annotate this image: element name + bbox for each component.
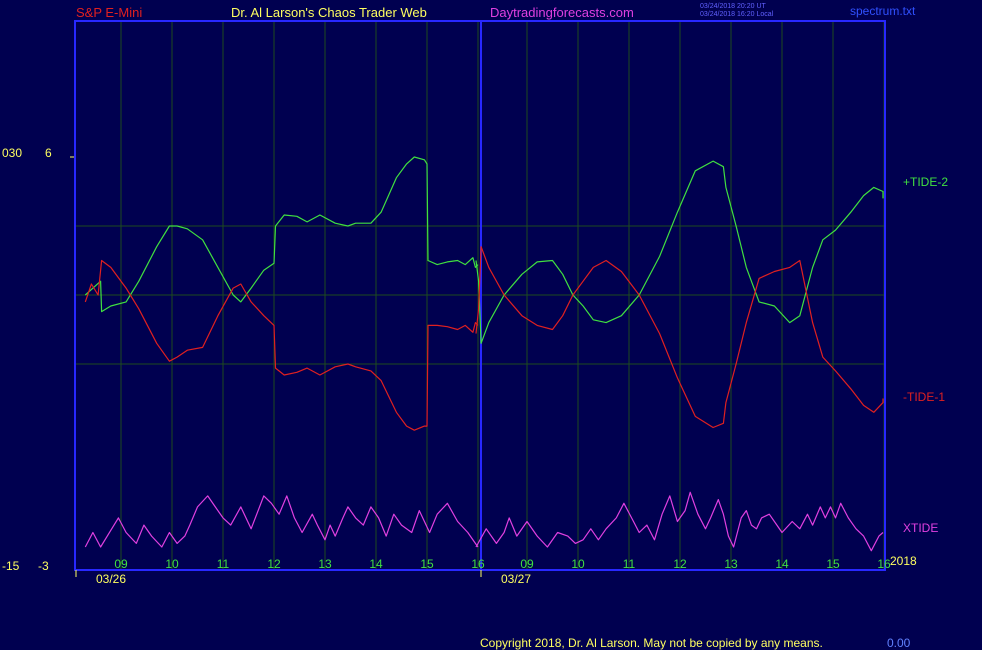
hour-tick-label: 16: [877, 557, 891, 571]
hour-tick-label: 10: [165, 557, 179, 571]
scale-upper-left: 030: [2, 146, 23, 160]
scale-lower-left: -15: [2, 559, 20, 573]
hour-tick-label: 12: [267, 557, 281, 571]
hour-tick-label: 11: [623, 557, 636, 571]
hour-tick-label: 13: [724, 557, 738, 571]
series-line-tide1: [475, 246, 884, 429]
hour-tick-label: 09: [520, 557, 534, 571]
timestamp-ut: 03/24/2018 20:20 UT: [700, 3, 766, 10]
hour-tick-label: 12: [673, 557, 687, 571]
x-axis-ticks: 09 10 11 12 13 14 15 16 09 10 11 12 13 14 15 16 03/26 03/…: [75, 557, 891, 586]
series-label-tide2: +TIDE-2: [903, 175, 949, 189]
hour-tick-label: 16: [471, 557, 485, 571]
hour-tick-label: 15: [420, 557, 434, 571]
copyright-footer: Copyright 2018, Dr. Al Larson. May not b…: [480, 636, 823, 650]
hour-tick-label: 14: [775, 557, 789, 571]
series-line-tide2: [475, 160, 884, 344]
timestamp-local: 03/24/2018 16:20 Local: [700, 11, 774, 18]
series-label-tide1: -TIDE-1: [903, 390, 945, 404]
hour-tick-label: 15: [826, 557, 840, 571]
series-label-xtide: XTIDE: [903, 521, 939, 535]
chart-grid: [70, 21, 885, 570]
date-label: 03/26: [96, 572, 126, 586]
date-label: 03/27: [501, 572, 531, 586]
year-label: 2018: [890, 554, 917, 568]
series-line-tide1: [84, 259, 479, 431]
chart-frame: [74, 20, 886, 571]
hour-tick-label: 10: [571, 557, 585, 571]
footer-corner-value: 0.00: [887, 636, 911, 650]
chart-series: [84, 156, 884, 552]
site-url-link[interactable]: Daytradingforecasts.com: [490, 5, 634, 20]
site-title: Dr. Al Larson's Chaos Trader Web: [231, 5, 427, 20]
hour-tick-label: 11: [217, 557, 230, 571]
series-line-xtide: [84, 495, 479, 548]
file-name: spectrum.txt: [850, 4, 916, 18]
instrument-title: S&P E-Mini: [76, 5, 143, 20]
series-line-tide2: [84, 156, 479, 313]
scale-lower-right: -3: [38, 559, 49, 573]
series-line-xtide: [475, 491, 884, 552]
hour-tick-label: 14: [369, 557, 383, 571]
hour-tick-label: 09: [114, 557, 128, 571]
hour-tick-label: 13: [318, 557, 332, 571]
scale-upper-right: 6: [45, 146, 52, 160]
